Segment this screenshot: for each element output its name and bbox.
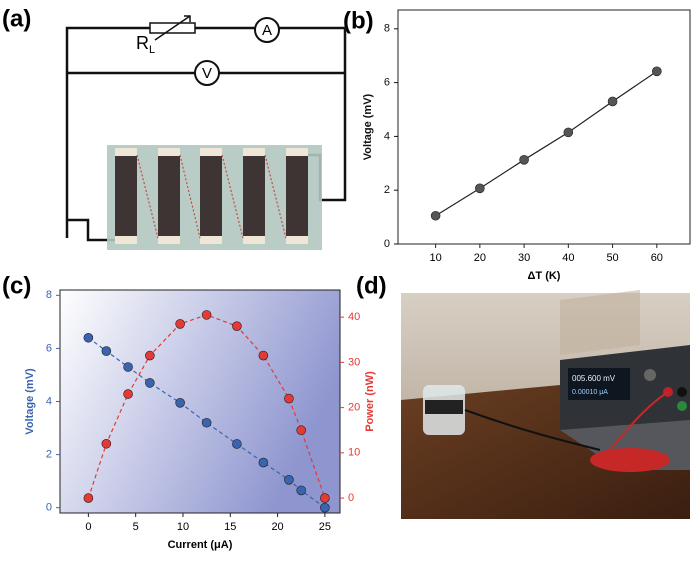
data-point xyxy=(519,155,529,165)
data-point xyxy=(123,362,133,372)
x-tick-label: 25 xyxy=(319,521,331,533)
x-tick-label: 60 xyxy=(651,252,663,264)
y-tick-label: 2 xyxy=(46,449,52,461)
y-tick-label: 6 xyxy=(46,342,52,354)
ammeter-label: A xyxy=(262,22,272,39)
data-point xyxy=(101,438,112,449)
data-point xyxy=(145,378,155,388)
device xyxy=(107,145,322,250)
y-tick-label: 0 xyxy=(46,502,52,514)
data-point xyxy=(284,475,294,485)
x-tick-label: 30 xyxy=(518,252,530,264)
data-point xyxy=(296,485,307,496)
data-point xyxy=(284,393,294,404)
x-tick-label: 40 xyxy=(562,252,574,264)
panel-label: (d) xyxy=(356,272,387,299)
resistor-label: R xyxy=(136,33,149,53)
plot-background xyxy=(60,290,340,513)
data-point xyxy=(320,493,330,503)
y-tick-label: 4 xyxy=(46,395,52,407)
panel-label: (c) xyxy=(2,272,31,299)
data-point xyxy=(258,350,269,361)
data-point xyxy=(201,417,212,428)
plot-frame xyxy=(397,9,691,245)
x-axis-label: Current (μA) xyxy=(168,539,233,551)
data-point xyxy=(175,319,185,329)
x-tick-label: 20 xyxy=(474,252,486,264)
data-point xyxy=(652,66,662,77)
panel-label: (b) xyxy=(343,7,374,34)
y-tick-label: 6 xyxy=(384,77,390,89)
panel-label: (a) xyxy=(2,5,31,32)
resistor-subscript: L xyxy=(149,44,155,56)
data-point xyxy=(201,310,212,320)
x-tick-label: 0 xyxy=(85,521,91,533)
data-point xyxy=(296,425,307,436)
data-point xyxy=(83,493,94,503)
x-tick-label: 5 xyxy=(133,521,139,533)
data-point xyxy=(123,389,133,399)
y2-tick-label: 30 xyxy=(348,356,360,368)
y2-tick-label: 0 xyxy=(348,492,354,504)
y-tick-label: 4 xyxy=(384,130,390,142)
data-point xyxy=(83,332,94,343)
y-axis-label: Voltage (mV) xyxy=(362,93,374,160)
y2-tick-label: 40 xyxy=(348,311,360,323)
data-point xyxy=(232,439,242,449)
data-point xyxy=(475,183,485,194)
data-point xyxy=(563,127,574,138)
data-point xyxy=(607,96,618,107)
y-tick-label: 8 xyxy=(46,289,52,301)
series-line xyxy=(435,70,658,217)
x-tick-label: 50 xyxy=(606,252,618,264)
y-tick-label: 2 xyxy=(384,184,390,196)
y-tick-label: 8 xyxy=(384,23,390,35)
y-axis-label: Voltage (mV) xyxy=(24,368,36,435)
y2-tick-label: 10 xyxy=(348,447,360,459)
data-point xyxy=(232,321,242,331)
data-point xyxy=(145,350,155,361)
x-tick-label: 10 xyxy=(177,521,189,533)
x-tick-label: 20 xyxy=(271,521,283,533)
screen-voltage: 005.600 mV xyxy=(572,374,616,383)
screen-current: 0.00010 μA xyxy=(572,389,608,396)
voltmeter-label: V xyxy=(202,65,212,82)
data-point xyxy=(101,346,112,356)
circuit xyxy=(65,15,347,242)
x-tick-label: 15 xyxy=(224,521,236,533)
data-point xyxy=(320,502,330,513)
data-point xyxy=(430,210,441,221)
data-point xyxy=(258,457,269,468)
x-tick-label: 10 xyxy=(429,252,441,264)
y2-axis-label: Power (nW) xyxy=(364,371,376,432)
photo: 005.600 mV 0.00010 μA xyxy=(401,290,690,519)
data-point xyxy=(175,398,185,408)
y2-tick-label: 20 xyxy=(348,402,360,414)
y-tick-label: 0 xyxy=(384,238,390,250)
x-axis-label: ΔT (K) xyxy=(528,270,561,282)
